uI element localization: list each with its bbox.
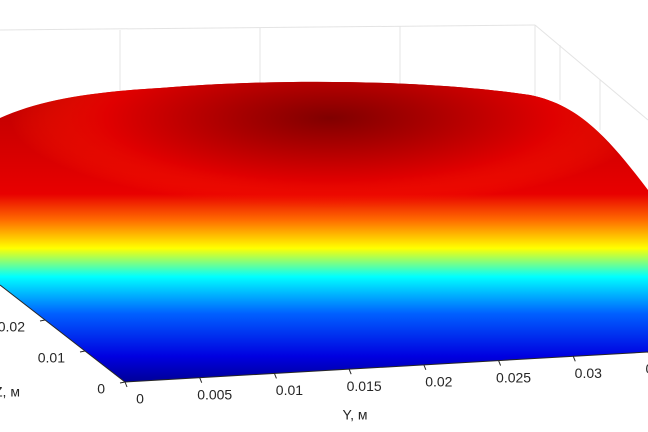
z-tick	[79, 350, 86, 353]
x-tick-label: 0.03	[575, 365, 602, 381]
axis-line	[124, 351, 648, 383]
x-tick-label: 0.035	[645, 361, 648, 377]
z-tick-label: 0.02	[0, 319, 25, 335]
x-tick	[572, 356, 576, 362]
x-tick-label: 0.005	[197, 386, 232, 402]
x-tick	[348, 368, 352, 375]
surface-top	[0, 81, 630, 245]
back-grid	[0, 24, 648, 130]
z-tick	[119, 381, 126, 384]
x-tick-label: 0.02	[425, 374, 452, 390]
x-tick	[273, 373, 277, 379]
z-tick	[39, 319, 46, 322]
x-tick-label: 0.025	[496, 369, 531, 385]
x-tick	[199, 377, 203, 383]
z-axis-label: Z, м	[0, 384, 20, 400]
x-tick-label: 0.015	[347, 378, 382, 394]
z-tick-label: 0	[97, 381, 105, 397]
x-axis-label: Y, м	[343, 407, 368, 423]
x-tick-label: 0	[136, 391, 144, 407]
z-tick-label: 0.01	[38, 350, 65, 366]
x-tick	[423, 364, 427, 371]
x-tick-label: 0.01	[276, 382, 303, 398]
axis-line	[0, 284, 126, 383]
x-tick	[498, 360, 502, 366]
x-tick	[124, 381, 128, 388]
